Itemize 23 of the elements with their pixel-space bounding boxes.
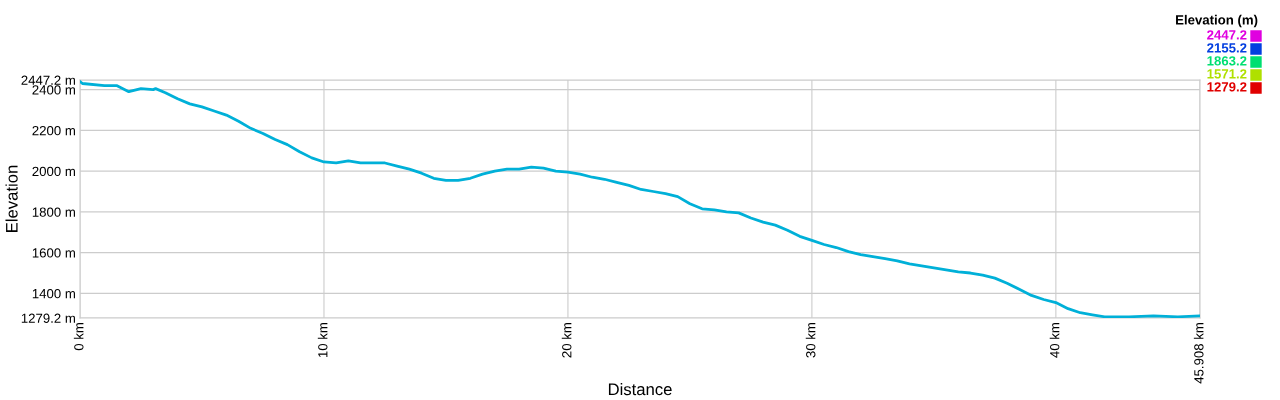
y-tick-label: 1279.2 m [21, 313, 75, 323]
x-tick-label: 45.908 km [1193, 323, 1204, 384]
color-bar-label: 1863.2 [1207, 56, 1247, 66]
x-tick-label: 10 km [317, 323, 328, 358]
color-bar-title: Elevation (m) [1176, 14, 1258, 28]
y-tick-label: 2000 m [32, 166, 75, 177]
color-bar-label: 2447.2 [1207, 30, 1247, 40]
y-tick-label: 1800 m [32, 207, 75, 217]
y-axis-title: Elevation [5, 165, 18, 232]
x-tick-label: 40 km [1049, 323, 1060, 358]
line-series [80, 80, 1200, 318]
color-bar-label: 1571.2 [1207, 69, 1247, 79]
y-tick-label: 2447.2 m [21, 75, 75, 85]
x-tick-label: 30 km [805, 323, 816, 358]
x-axis-title: Distance [608, 383, 672, 396]
x-tick-label: 0 km [73, 323, 84, 351]
y-tick-label: 2400 m [32, 85, 75, 95]
y-tick-label: 2200 m [32, 125, 75, 136]
y-tick-label: 1600 m [32, 248, 75, 258]
color-bar-label: 1279.2 [1207, 82, 1247, 92]
color-bar-label: 2155.2 [1207, 43, 1247, 53]
y-tick-label: 1400 m [32, 288, 75, 299]
x-tick-label: 20 km [561, 323, 572, 358]
